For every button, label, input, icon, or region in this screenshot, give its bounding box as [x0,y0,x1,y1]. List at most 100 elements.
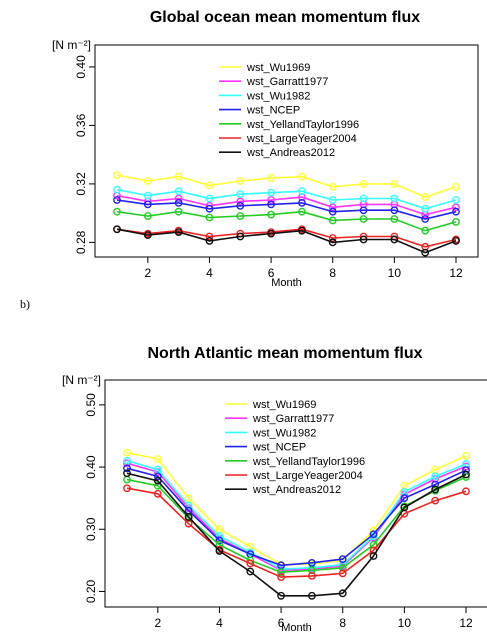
data-point [308,591,316,600]
data-point [359,235,368,244]
data-point [123,469,131,478]
north-atlantic-chart: North Atlantic mean momentum flux [N m⁻²]… [62,345,487,634]
series-line-wst_Andreas2012 [116,228,457,254]
data-point [113,185,121,194]
data-point [215,547,224,555]
data-point [452,207,460,216]
data-point [143,177,152,185]
data-point [205,232,214,241]
data-point [236,197,245,206]
data-point [267,210,275,219]
data-point [277,591,285,600]
series-line-wst_NCEP [116,199,457,220]
data-point [143,200,152,209]
data-point [236,232,245,241]
data-point [400,494,409,503]
data-point [328,234,337,242]
x-tick-label: 12 [449,266,463,280]
data-point [153,455,162,463]
data-point [123,464,131,473]
data-point [113,196,121,204]
data-point [359,206,368,215]
data-point [298,207,306,216]
data-point [452,203,460,212]
data-point [143,191,152,200]
legend-label: wst_Wu1982 [246,90,310,102]
data-point [359,194,368,203]
data-point [184,512,193,521]
data-point [452,218,460,226]
x-tick-label: 2 [154,616,161,630]
data-point [338,569,347,578]
data-point [328,238,337,247]
data-point [359,179,368,188]
legend-label: wst_LargeYeager2004 [246,133,357,145]
data-point [298,226,306,235]
data-point [267,196,275,204]
plot-frame [94,44,479,258]
data-point [308,566,316,575]
data-point [421,193,430,201]
y-tick-label: 0.40 [84,455,98,479]
data-point [452,237,460,245]
data-point [267,229,275,238]
y-axis-label: [N m⁻²] [52,38,91,52]
data-point [338,563,347,572]
data-point [431,472,440,481]
data-point [246,559,255,568]
series-line-wst_Garratt1977 [116,194,457,216]
data-point [205,194,214,203]
y-tick-label: 0.28 [74,230,88,254]
data-point [123,459,131,468]
global-ocean-chart: Global ocean mean momentum flux [N m⁻²] 0.… [52,9,479,289]
data-point [174,172,183,181]
series-line-wst_Wu1982 [126,460,467,570]
x-axis-label: Month [281,622,312,634]
data-point [390,206,399,215]
x-tick-label: 4 [216,616,223,630]
series-line-wst_Garratt1977 [126,462,467,572]
data-point [421,226,430,235]
data-point [113,225,121,234]
data-point [174,187,183,196]
data-point [462,470,470,479]
data-point [113,207,121,216]
series-line-wst_Wu1969 [116,174,457,198]
data-point [184,501,193,510]
legend-label: wst_NCEP [252,442,306,454]
data-point [369,552,378,560]
series-line-wst_Andreas2012 [126,472,467,597]
legend-label: wst_Wu1969 [252,399,316,411]
x-tick-label: 2 [144,266,151,280]
data-point [277,568,285,577]
data-point [390,215,399,223]
data-point [328,216,337,225]
y-tick-label: 0.30 [84,517,98,541]
data-point [267,174,275,182]
data-point [246,542,255,551]
x-tick-label: 8 [329,266,336,280]
plot-frame [104,379,487,608]
legend-label: wst_YellandTaylor1996 [252,456,365,468]
legend-label: wst_NCEP [246,105,300,117]
data-point [205,213,214,222]
data-point [236,212,245,220]
data-point [390,194,399,203]
data-point [421,248,430,257]
legend-label: wst_Andreas2012 [252,484,341,496]
y-tick-label: 0.32 [74,172,88,196]
data-point [308,572,316,580]
data-point [338,555,347,564]
x-tick-label: 10 [398,616,412,630]
data-point [369,540,378,549]
x-tick-label: 8 [339,616,346,630]
y-tick-label: 0.40 [74,55,88,79]
y-tick-label: 0.50 [84,393,98,417]
data-point [174,228,183,237]
x-tick-label: 6 [278,616,285,630]
data-point [308,558,316,567]
data-point [277,573,285,582]
series-line-wst_NCEP [126,467,467,567]
